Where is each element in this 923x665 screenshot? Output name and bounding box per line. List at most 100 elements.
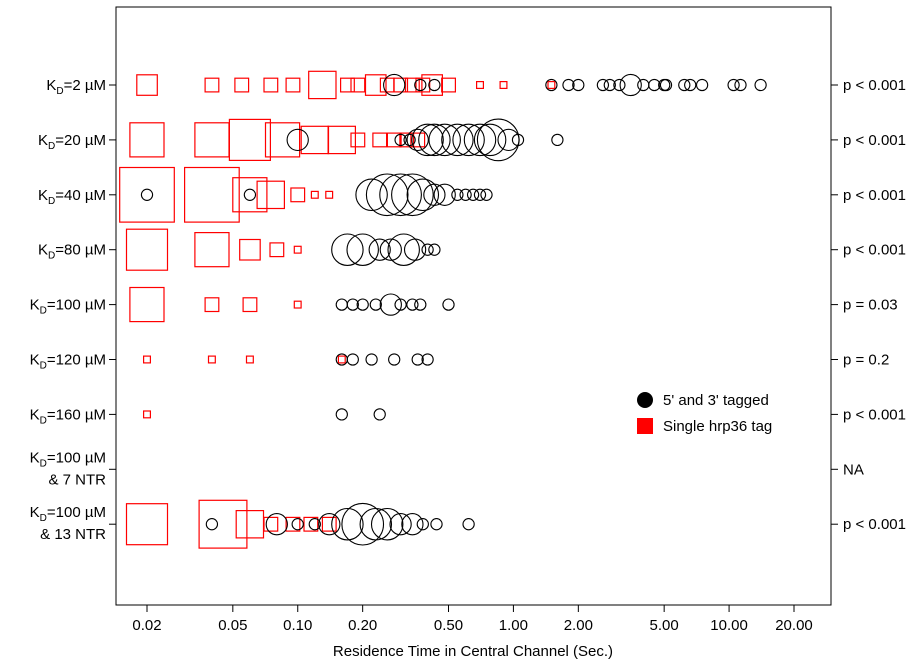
circle-marker [596,78,610,92]
circle-marker [406,178,440,212]
circle-marker [511,133,525,147]
circle-marker [355,178,388,212]
square-marker [350,77,366,93]
circle-marker [406,128,429,152]
row-label: KD=160 µM [30,406,106,426]
plot-frame [115,6,832,606]
circle-marker [430,518,443,531]
square-marker [293,245,302,254]
square-marker [285,516,301,532]
circle-marker [421,243,434,256]
square-marker [303,516,319,532]
circle-marker [695,78,709,92]
circle-marker [335,408,348,421]
circle-marker [684,78,697,92]
square-marker [300,125,330,155]
circle-marker [462,518,475,531]
circle-marker [401,513,424,536]
square-marker [204,297,220,313]
circle-marker [411,353,424,366]
circle-marker [442,298,455,311]
x-tick-label: 5.00 [650,617,679,634]
square-marker [321,516,337,532]
circle-marker [463,123,497,157]
circle-marker [414,78,427,92]
row-label-line2: & 7 NTR [48,471,106,488]
legend-label: 5' and 3' tagged [663,392,769,409]
circle-marker [613,78,626,92]
circle-marker [418,123,451,157]
square-marker [386,132,402,148]
p-value: p < 0.001 [843,187,906,204]
x-tick-label: 0.05 [218,617,247,634]
circle-marker [365,173,409,217]
circle-marker [383,73,406,97]
square-marker [410,132,426,148]
circle-marker [265,513,288,536]
p-value: p < 0.001 [843,77,906,94]
circle-marker [368,238,391,261]
circle-marker [619,73,642,97]
circle-marker [341,502,385,546]
square-marker [393,77,409,93]
square-marker [204,77,220,93]
circle-marker [416,518,429,531]
circle-marker [480,188,493,201]
circle-marker [379,238,402,261]
legend-label: Single hrp36 tag [663,418,772,435]
square-marker [194,232,230,268]
square-marker [499,80,508,89]
x-tick-label: 0.10 [283,617,312,634]
square-marker [372,132,388,148]
square-marker [263,77,279,93]
circle-marker [459,188,472,201]
p-value: NA [843,461,864,478]
square-marker [547,80,556,89]
x-tick-label: 20.00 [775,617,813,634]
circle-marker [379,293,402,316]
circle-marker [428,243,441,256]
square-marker [476,80,485,89]
circle-marker [388,353,401,366]
circle-marker [678,78,691,92]
square-marker [325,190,334,199]
square-marker [269,242,285,258]
circle-marker [497,128,520,152]
square-marker [415,77,431,93]
row-label: KD=100 µM [30,449,106,469]
circle-marker [433,183,456,206]
circle-marker [346,353,359,366]
square-marker [207,355,216,364]
circle-marker [291,518,304,531]
square-marker [379,77,395,93]
square-marker [129,286,165,323]
square-marker [337,355,346,364]
square-marker [234,77,250,93]
square-marker [327,125,357,155]
square-marker [290,187,306,203]
square-marker [129,122,165,158]
square-marker [308,70,337,100]
circle-marker [754,78,767,92]
circle-marker [373,408,386,421]
circle-marker [603,78,616,92]
circle-marker [346,298,359,311]
square-marker [194,122,230,158]
p-value: p < 0.001 [843,132,906,149]
square-marker [136,74,158,96]
circle-marker [205,518,219,531]
circle-marker [346,233,379,266]
circle-marker [403,133,416,147]
circle-marker [545,78,558,92]
p-value-labels: p < 0.001 p < 0.001 p < 0.001 p < 0.001 p = … [831,77,906,533]
circle-marker [335,298,348,311]
circle-marker [428,123,461,157]
square-marker [421,74,443,96]
circle-marker [411,123,444,157]
square-marker [119,166,175,223]
circle-marker [243,188,257,201]
square-marker [242,297,258,313]
x-tick-label: 1.00 [499,617,528,634]
p-value: p < 0.001 [843,516,906,533]
